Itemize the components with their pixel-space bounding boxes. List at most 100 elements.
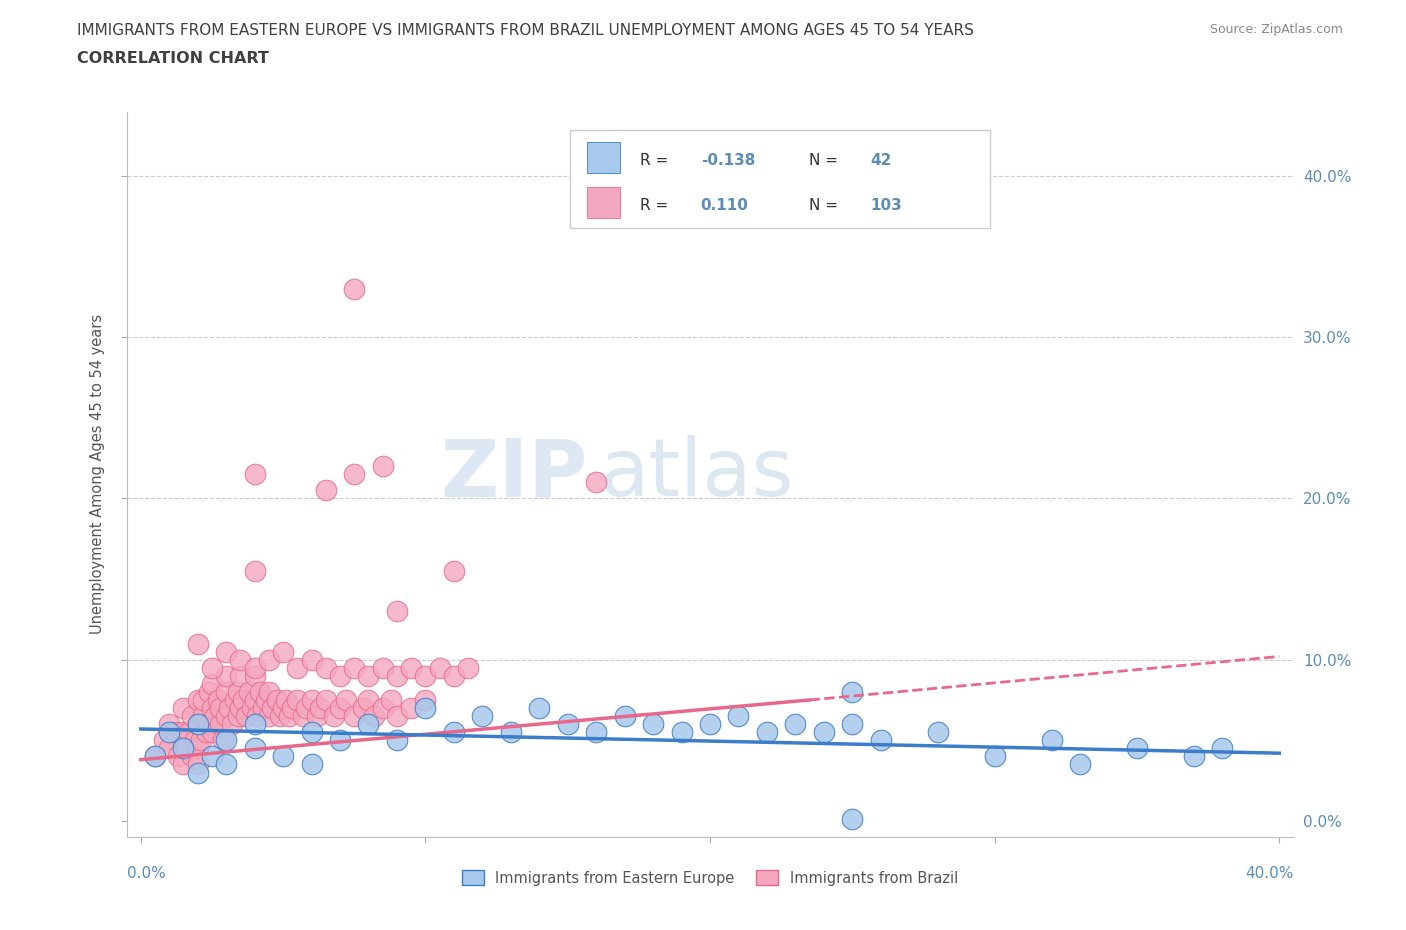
Point [301, 724, 323, 739]
Point [301, 652, 323, 667]
Text: IMMIGRANTS FROM EASTERN EUROPE VS IMMIGRANTS FROM BRAZIL UNEMPLOYMENT AMONG AGES: IMMIGRANTS FROM EASTERN EUROPE VS IMMIGR… [77, 23, 974, 38]
Text: atlas: atlas [599, 435, 793, 513]
Point [301, 757, 323, 772]
Point [280, 700, 302, 715]
Point [315, 660, 337, 675]
Point [415, 669, 437, 684]
Point [179, 724, 201, 739]
Point [229, 669, 252, 684]
Point [240, 700, 263, 715]
Point [172, 700, 194, 715]
Point [841, 812, 863, 827]
Point [157, 717, 180, 732]
Point [215, 669, 238, 684]
Point [352, 700, 374, 715]
Point [249, 684, 271, 699]
Point [218, 700, 240, 715]
Point [243, 741, 266, 756]
Point [176, 741, 198, 756]
Point [143, 749, 166, 764]
Point [443, 724, 465, 739]
Point [585, 475, 607, 490]
Point [699, 717, 721, 732]
Point [201, 676, 224, 691]
Point [246, 709, 269, 724]
Point [215, 644, 238, 659]
Point [292, 709, 315, 724]
Point [307, 709, 329, 724]
Point [329, 700, 352, 715]
Point [343, 660, 366, 675]
Point [385, 604, 408, 618]
Point [209, 700, 232, 715]
Point [380, 693, 402, 708]
Point [207, 693, 229, 708]
FancyBboxPatch shape [588, 188, 620, 218]
Point [243, 467, 266, 482]
Point [252, 700, 274, 715]
Point [187, 693, 209, 708]
Point [613, 709, 636, 724]
Point [415, 693, 437, 708]
Point [235, 709, 257, 724]
Text: R =: R = [640, 153, 668, 168]
Text: N =: N = [810, 153, 838, 168]
Point [295, 700, 318, 715]
Point [198, 684, 221, 699]
Point [226, 684, 249, 699]
Point [238, 684, 260, 699]
Point [357, 717, 380, 732]
Text: N =: N = [810, 198, 838, 213]
Point [226, 709, 249, 724]
Point [343, 282, 366, 297]
Text: 0.0%: 0.0% [127, 866, 166, 881]
Point [229, 700, 252, 715]
Point [1040, 733, 1063, 748]
Point [229, 652, 252, 667]
Point [385, 733, 408, 748]
Point [266, 693, 288, 708]
Point [335, 693, 357, 708]
Point [201, 724, 224, 739]
Point [329, 733, 352, 748]
Point [371, 700, 394, 715]
Text: 103: 103 [870, 198, 901, 213]
Text: R =: R = [640, 198, 668, 213]
Text: CORRELATION CHART: CORRELATION CHART [77, 51, 269, 66]
Point [927, 724, 949, 739]
Point [557, 717, 579, 732]
Point [181, 749, 204, 764]
Point [399, 700, 422, 715]
Point [671, 724, 693, 739]
Point [215, 733, 238, 748]
Point [215, 757, 238, 772]
FancyBboxPatch shape [588, 142, 620, 173]
Point [257, 709, 280, 724]
Point [195, 724, 218, 739]
Point [429, 660, 451, 675]
Point [363, 709, 385, 724]
FancyBboxPatch shape [569, 130, 990, 228]
Text: ZIP: ZIP [440, 435, 588, 513]
Point [755, 724, 778, 739]
Point [215, 709, 238, 724]
Point [204, 709, 226, 724]
Point [172, 724, 194, 739]
Point [285, 693, 308, 708]
Point [471, 709, 494, 724]
Point [343, 467, 366, 482]
Point [643, 717, 665, 732]
Point [285, 660, 308, 675]
Point [181, 709, 204, 724]
Point [157, 724, 180, 739]
Point [415, 700, 437, 715]
Point [166, 749, 188, 764]
Point [187, 636, 209, 651]
Point [221, 717, 243, 732]
Point [443, 669, 465, 684]
Point [271, 700, 294, 715]
Point [257, 652, 280, 667]
Point [274, 693, 297, 708]
Point [315, 483, 337, 498]
Point [201, 700, 224, 715]
